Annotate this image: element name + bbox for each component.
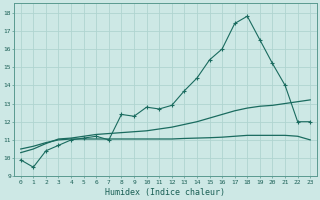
X-axis label: Humidex (Indice chaleur): Humidex (Indice chaleur) — [106, 188, 226, 197]
